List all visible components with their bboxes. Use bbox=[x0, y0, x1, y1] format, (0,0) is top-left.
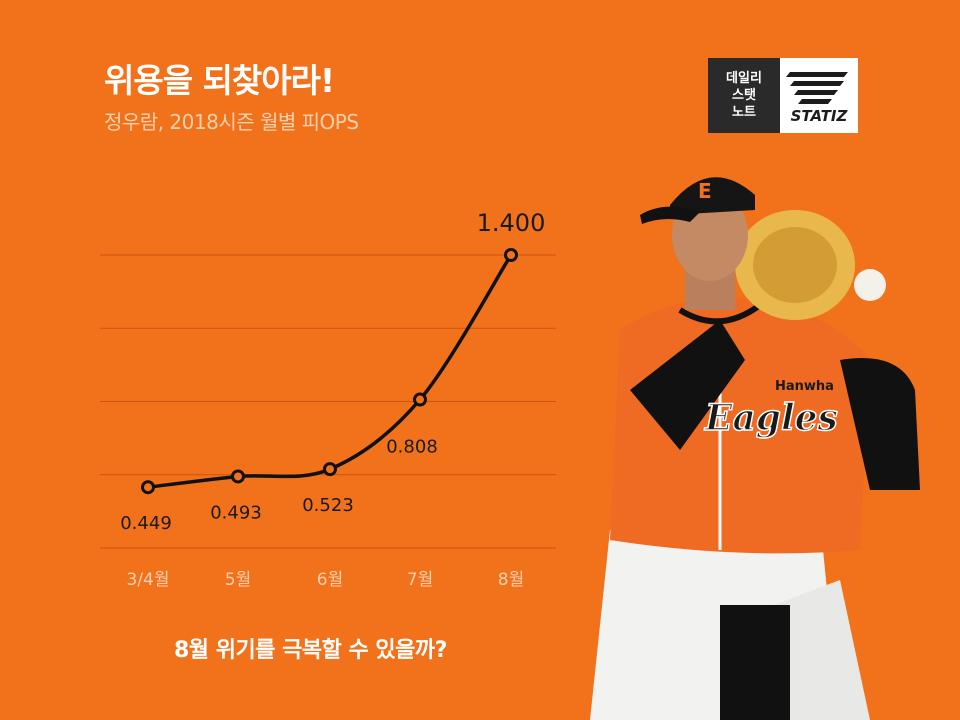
data-label-2: 0.493 bbox=[210, 502, 262, 523]
footer-question: 8월 위기를 극복할 수 있을까? bbox=[174, 638, 447, 663]
data-point-5 bbox=[504, 248, 518, 262]
statiz-wordmark: STATIZ bbox=[790, 107, 848, 125]
logo-line-1: 데일리 bbox=[726, 71, 762, 86]
x-tick-label-2: 5월 bbox=[225, 570, 251, 590]
chart-subtitle: 정우람, 2018시즌 월별 피OPS bbox=[104, 110, 359, 134]
data-label-1: 0.449 bbox=[120, 513, 172, 534]
jersey-brand-text: Hanwha bbox=[775, 379, 834, 394]
data-point-4 bbox=[413, 392, 427, 407]
logo-line-3: 노트 bbox=[732, 105, 756, 120]
daily-stat-note-badge: 데일리 스탯 노트 bbox=[708, 58, 780, 133]
cap-logo-text: E bbox=[698, 179, 712, 203]
data-point-1 bbox=[141, 480, 155, 495]
statiz-logo: 데일리 스탯 노트 STATIZ bbox=[708, 58, 858, 133]
data-label-5: 1.400 bbox=[477, 209, 546, 237]
data-label-4: 0.808 bbox=[386, 437, 438, 458]
ops-line bbox=[147, 254, 513, 489]
data-label-3: 0.523 bbox=[302, 495, 354, 516]
statiz-mark: STATIZ bbox=[780, 58, 858, 133]
x-tick-label-3: 6월 bbox=[317, 570, 343, 590]
jersey-team-text: Eagles bbox=[704, 397, 838, 439]
ops-series: 0.449 0.493 0.523 0.808 1.400 bbox=[120, 209, 545, 534]
x-axis-ticks: 3/4월 5월 6월 7월 8월 bbox=[127, 570, 525, 590]
statiz-stripes-icon bbox=[786, 72, 848, 104]
data-point-3 bbox=[323, 462, 337, 477]
pitcher-illustration: E Hanwha Eagles bbox=[590, 177, 920, 720]
x-tick-label-4: 7월 bbox=[407, 570, 433, 590]
chart-title: 위용을 되찾아라! bbox=[104, 61, 335, 100]
x-tick-label-1: 3/4월 bbox=[127, 570, 170, 590]
x-tick-label-5: 8월 bbox=[498, 570, 524, 590]
logo-line-2: 스탯 bbox=[732, 88, 756, 103]
data-point-2 bbox=[231, 469, 245, 484]
